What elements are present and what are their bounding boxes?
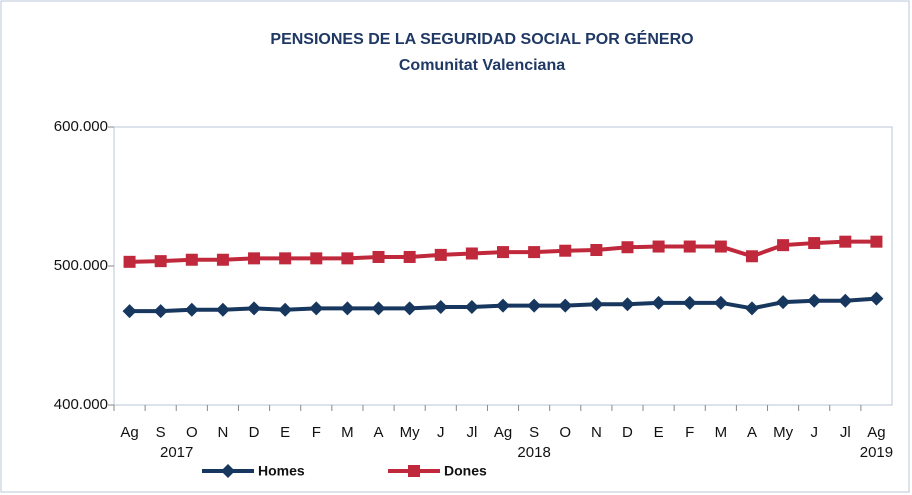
data-point	[371, 301, 386, 316]
year-label: 2017	[160, 444, 193, 461]
x-tick-label: A	[747, 424, 757, 441]
x-tick-label: J	[810, 424, 818, 441]
x-tick-label: E	[280, 424, 290, 441]
x-tick-label: A	[374, 424, 384, 441]
x-tick-label: Ag	[120, 424, 138, 441]
data-point	[808, 237, 821, 250]
data-point	[777, 239, 790, 252]
x-tick-label: My	[400, 424, 420, 441]
x-tick-label: O	[559, 424, 571, 441]
data-point	[744, 301, 759, 316]
data-point	[340, 301, 355, 316]
legend-label: Homes	[258, 463, 305, 479]
x-tick-label: F	[685, 424, 694, 441]
x-tick-label: E	[654, 424, 664, 441]
x-tick-label: S	[156, 424, 166, 441]
x-tick-label: S	[529, 424, 539, 441]
x-tick-label: O	[186, 424, 198, 441]
data-point	[527, 298, 542, 313]
data-point	[838, 293, 853, 308]
data-point	[184, 302, 199, 317]
data-point	[153, 304, 168, 319]
x-tick-label: Jl	[466, 424, 477, 441]
plot-area	[113, 126, 893, 406]
data-point	[590, 244, 603, 257]
x-tick-label: F	[312, 424, 321, 441]
data-point	[652, 240, 665, 253]
data-point	[185, 253, 198, 266]
data-point	[433, 300, 448, 315]
data-point	[278, 302, 293, 317]
chart-title: PENSIONES DE LA SEGURIDAD SOCIAL POR GÉN…	[270, 29, 693, 48]
x-tick-label: M	[715, 424, 728, 441]
data-point	[372, 250, 385, 263]
data-point	[869, 291, 884, 306]
data-point	[309, 301, 324, 316]
data-point	[683, 240, 696, 253]
year-label: 2019	[860, 444, 893, 461]
data-point	[651, 295, 666, 310]
data-point	[682, 295, 697, 310]
x-tick-label: N	[217, 424, 228, 441]
data-point	[247, 301, 262, 316]
y-tick-label: 400.000	[54, 396, 108, 413]
data-point	[402, 301, 417, 316]
data-point	[497, 246, 509, 259]
data-point	[558, 298, 573, 313]
data-point	[714, 240, 727, 253]
data-point	[154, 255, 167, 268]
y-tick-label: 500.000	[54, 257, 108, 274]
data-point	[279, 252, 292, 265]
data-point	[621, 241, 634, 254]
x-tick-label: D	[622, 424, 633, 441]
data-point	[776, 295, 791, 310]
data-point	[403, 250, 416, 263]
data-point	[870, 235, 883, 248]
data-point	[713, 295, 728, 310]
x-tick-label: Ag	[867, 424, 885, 441]
data-point	[341, 252, 354, 265]
data-point	[745, 250, 758, 263]
data-point	[807, 293, 822, 308]
chart-subtitle: Comunitat Valenciana	[399, 57, 565, 74]
legend-marker	[221, 464, 235, 478]
x-tick-label: N	[591, 424, 602, 441]
data-point	[496, 298, 510, 313]
data-point	[122, 304, 137, 319]
data-point	[839, 235, 852, 248]
data-point	[559, 244, 572, 257]
x-tick-label: Ag	[494, 424, 512, 441]
y-tick-label: 600.000	[54, 118, 108, 135]
data-point	[528, 246, 541, 259]
year-label: 2018	[517, 444, 550, 461]
data-point	[123, 255, 136, 268]
legend-label: Dones	[444, 463, 487, 479]
data-point	[589, 297, 604, 312]
data-point	[465, 247, 478, 260]
x-tick-label: My	[773, 424, 793, 441]
x-tick-label: Jl	[840, 424, 851, 441]
data-point	[215, 302, 230, 317]
data-point	[434, 248, 447, 261]
x-tick-label: D	[249, 424, 260, 441]
data-point	[310, 252, 323, 265]
data-point	[248, 252, 261, 265]
data-point	[620, 297, 635, 312]
x-tick-label: M	[341, 424, 354, 441]
legend-marker	[408, 465, 420, 477]
x-tick-label: J	[437, 424, 445, 441]
data-point	[216, 253, 229, 266]
data-point	[464, 300, 479, 315]
